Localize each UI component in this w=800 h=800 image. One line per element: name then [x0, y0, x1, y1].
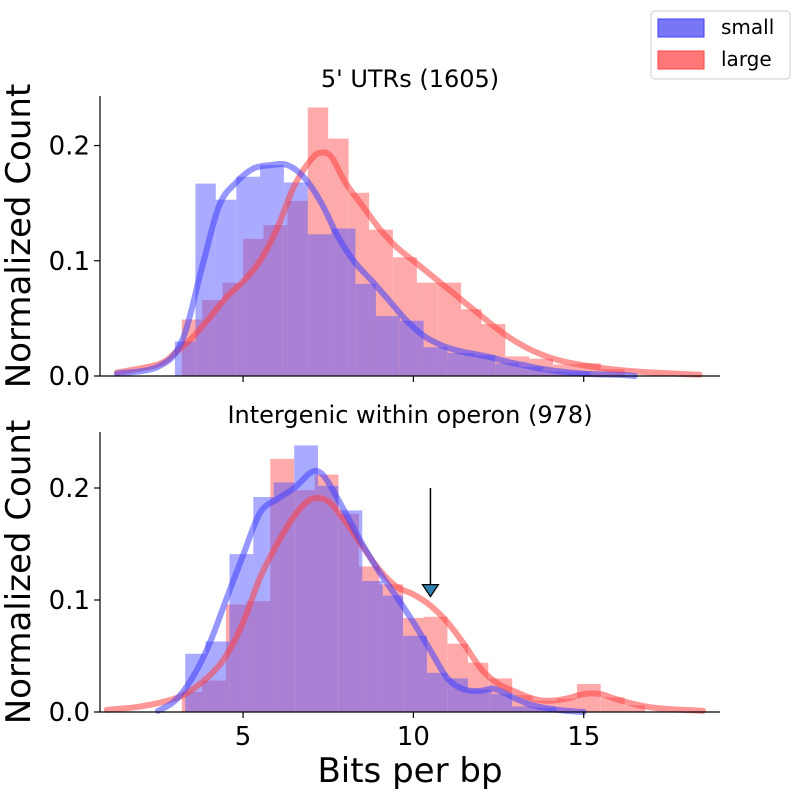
- panel-5utr-small-bar-4: [260, 165, 284, 376]
- panel-intergenic-xtick-label-2: 15: [567, 722, 600, 752]
- panel-5utr-small-bar-14: [495, 363, 519, 376]
- panel-intergenic-xtick-label-1: 10: [397, 722, 430, 752]
- arrow-head: [421, 584, 440, 598]
- panel-intergenic-small-bar-8: [362, 581, 383, 712]
- panel-5utr-small-bar-11: [423, 347, 448, 376]
- panel-intergenic-title: Intergenic within operon (978): [227, 401, 592, 429]
- panel-5utr-x-ticks: [242, 376, 585, 382]
- panel-intergenic-ytick-label-2: 0.2: [49, 474, 90, 504]
- panel-intergenic-small-bar-15: [512, 706, 533, 712]
- panel-intergenic-small-bar-9: [382, 595, 404, 712]
- panel-5utr-small-bar-13: [474, 355, 496, 376]
- panel-intergenic-small-bar-14: [491, 694, 513, 712]
- legend-swatch-small: [657, 18, 705, 38]
- panel-5utr-large-kde-line: [114, 149, 703, 378]
- panel-intergenic-small-bar-7: [338, 510, 363, 712]
- panel-5utr-small-bar-2: [215, 199, 237, 376]
- legend: small large: [650, 10, 791, 80]
- legend-swatch-large: [657, 50, 705, 70]
- panel-intergenic-large-kde-line: [103, 494, 706, 714]
- panel-5utr-title: 5' UTRs (1605): [321, 65, 499, 93]
- panel-intergenic-ylabel: Normalized Count: [0, 420, 39, 725]
- panel-5utr-small-bar-5: [284, 182, 308, 376]
- panel-5utr-small-bar-15: [519, 366, 543, 376]
- panel-intergenic-ytick-label-1: 0.1: [49, 586, 90, 616]
- panel-intergenic-small-bar-10: [403, 635, 427, 712]
- panel-intergenic: Intergenic within operon (978) 0.0 0.1 0.2…: [0, 401, 720, 791]
- panel-intergenic-small-bar-3: [253, 497, 274, 712]
- panel-intergenic-ytick-label-0: 0.0: [49, 698, 90, 728]
- panel-intergenic-arrow-annotation: [421, 488, 440, 598]
- panel-intergenic-small-kde-line: [154, 467, 587, 715]
- panel-5utr-ytick-label-1: 0.1: [49, 247, 90, 277]
- panel-5utr: 5' UTRs (1605) 0.0 0.1 0.2 Normalized Coun…: [0, 65, 720, 392]
- x-axis-label: Bits per bp: [317, 751, 502, 791]
- panel-5utr-small-bar-9: [375, 316, 400, 376]
- panel-5utr-ytick-label-0: 0.0: [49, 362, 90, 392]
- panel-5utr-y-ticks: 0.0 0.1 0.2: [49, 132, 100, 392]
- legend-label-large: large: [721, 47, 772, 71]
- panel-5utr-ytick-label-2: 0.2: [49, 132, 90, 162]
- panel-intergenic-y-ticks: 0.0 0.1 0.2: [49, 474, 100, 728]
- panel-5utr-small-kde-line: [114, 161, 638, 379]
- panel-intergenic-small-bar-11: [427, 672, 448, 712]
- panel-5utr-small-bar-8: [355, 283, 376, 376]
- legend-label-small: small: [721, 15, 774, 39]
- panel-intergenic-x-ticks: 5 10 15: [235, 712, 600, 752]
- panel-5utr-small-bar-6: [307, 234, 332, 376]
- panel-intergenic-large-bar-20: [624, 705, 645, 712]
- panel-5utr-small-bar-7: [331, 228, 356, 376]
- panel-5utr-small-bar-12: [447, 353, 475, 376]
- panel-intergenic-small-bar-13: [467, 689, 492, 712]
- panel-5utr-ylabel: Normalized Count: [0, 84, 39, 389]
- panel-intergenic-large-bar-18: [576, 684, 601, 712]
- panel-intergenic-small-bar-6: [318, 485, 339, 712]
- panel-intergenic-xtick-label-0: 5: [235, 722, 252, 752]
